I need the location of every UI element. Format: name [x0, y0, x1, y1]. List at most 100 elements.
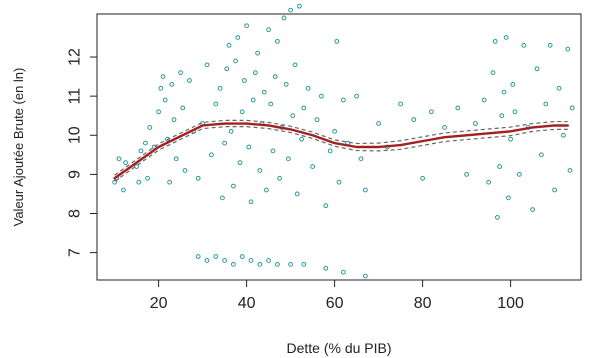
scatter-point — [288, 7, 294, 13]
scatter-point — [261, 89, 267, 95]
scatter-point — [499, 113, 505, 119]
scatter-point — [195, 254, 201, 259]
scatter-point — [543, 101, 549, 107]
smoothed-trend-line — [113, 122, 569, 180]
scatter-point — [182, 168, 188, 173]
scatter-point — [288, 261, 294, 267]
scatter-point — [301, 261, 307, 267]
scatter-point — [147, 125, 153, 130]
y-axis-tick-label: 8 — [67, 209, 84, 218]
scatter-point — [341, 269, 346, 275]
scatter-point — [255, 50, 261, 56]
scatter-point — [156, 109, 162, 115]
scatter-point — [429, 109, 434, 115]
scatter-point — [233, 58, 239, 64]
scatter-point — [239, 254, 245, 259]
x-axis: 20 40 60 80 100 — [150, 280, 524, 312]
scatter-point — [286, 156, 291, 162]
scatter-point — [294, 191, 300, 197]
scatter-point — [248, 199, 254, 205]
scatter-point — [569, 105, 575, 111]
y-axis-tick-label: 9 — [67, 170, 84, 179]
scatter-point — [204, 258, 210, 263]
scatter-point — [250, 97, 256, 103]
scatter-point — [561, 132, 566, 138]
y-axis-tick-label: 7 — [67, 248, 84, 257]
scatter-point — [503, 35, 509, 40]
scatter-point — [266, 258, 272, 263]
scatter-point — [123, 160, 128, 166]
scatter-point — [497, 164, 503, 169]
confidence-band-layer — [114, 119, 568, 182]
scatter-point — [116, 156, 122, 162]
scatter-point — [363, 273, 368, 279]
scatter-point — [464, 171, 470, 177]
scatter-point — [341, 97, 346, 103]
scatter-point — [228, 128, 234, 134]
scatter-point — [239, 109, 245, 115]
scatter-point — [336, 179, 342, 185]
scatter-point — [534, 66, 540, 72]
scatter-point — [213, 101, 219, 107]
scatter-point — [299, 136, 305, 142]
scatter-point — [565, 46, 571, 52]
points-layer — [112, 3, 575, 279]
scatter-point — [195, 175, 201, 181]
scatter-point — [231, 183, 236, 189]
scatter-point — [143, 140, 148, 146]
scatter-point — [305, 85, 311, 91]
y-axis: 7 8 9 10 11 12 — [67, 48, 97, 257]
x-axis-tick-label: 60 — [326, 295, 344, 312]
y-axis-tick-label: 11 — [67, 88, 84, 105]
confidence-band-upper — [114, 119, 568, 176]
scatter-point — [334, 38, 340, 44]
scatter-point — [180, 105, 186, 111]
scatter-point — [217, 85, 223, 91]
scatter-point — [246, 144, 252, 150]
scatter-point — [264, 187, 269, 193]
scatter-point — [158, 85, 164, 91]
scatter-point — [506, 195, 511, 201]
scatter-point — [481, 97, 487, 103]
scatter-point — [420, 175, 426, 181]
scatter-point — [376, 121, 382, 126]
scatter-point — [455, 105, 461, 111]
scatter-point — [281, 15, 287, 21]
scatter-point — [492, 38, 498, 44]
scatter-point — [268, 101, 274, 107]
scatter-point — [442, 125, 448, 130]
scatter-point — [121, 187, 126, 193]
scatter-point — [235, 35, 241, 40]
scatter-point — [521, 42, 527, 48]
scatter-point — [547, 42, 553, 48]
scatter-point — [290, 113, 296, 119]
scatter-point — [486, 179, 492, 185]
scatter-point — [495, 215, 500, 220]
y-axis-tick-label: 12 — [67, 48, 84, 66]
scatter-point — [204, 62, 210, 68]
scatter-point — [169, 82, 175, 87]
scatter-point — [323, 203, 329, 209]
scatter-point — [275, 38, 280, 44]
scatter-point — [358, 156, 364, 162]
confidence-band-lower — [114, 126, 568, 182]
plot-frame — [96, 13, 582, 281]
scatter-point — [323, 265, 329, 271]
scatter-point — [145, 175, 151, 181]
scatter-point — [222, 140, 228, 146]
x-axis-tick-label: 20 — [150, 295, 168, 312]
scatter-point — [332, 128, 338, 134]
scatter-point — [530, 207, 535, 212]
scatter-point — [314, 117, 320, 123]
scatter-point — [136, 179, 142, 185]
scatter-point — [178, 70, 184, 76]
x-axis-tick-label: 80 — [414, 295, 432, 312]
scatter-point — [253, 70, 258, 76]
scatter-point — [257, 168, 263, 173]
scatter-point — [138, 148, 144, 154]
scatter-point — [363, 187, 368, 193]
y-axis-tick-label: 10 — [67, 126, 84, 144]
